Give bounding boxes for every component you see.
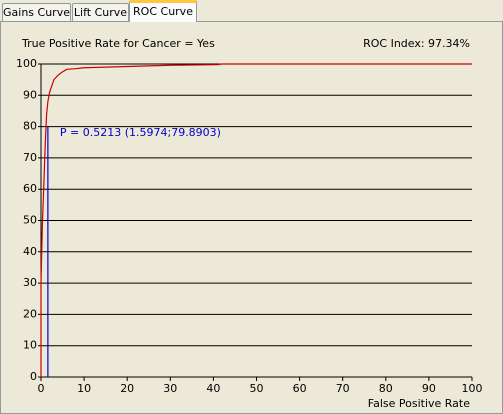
y-tick-label: 0 <box>30 370 37 383</box>
chart-title: True Positive Rate for Cancer = Yes <box>21 37 215 50</box>
x-tick-label: 60 <box>293 382 307 395</box>
x-tick-label: 40 <box>206 382 220 395</box>
y-tick-label: 90 <box>23 88 37 101</box>
x-tick-label: 30 <box>163 382 177 395</box>
tab-bar: Gains Curve Lift Curve ROC Curve <box>0 0 503 22</box>
y-tick-label: 70 <box>23 151 37 164</box>
panel <box>0 21 503 414</box>
x-tick-label: 50 <box>250 382 264 395</box>
tab[interactable]: Gains Curve <box>2 3 71 21</box>
x-tick-label: 70 <box>336 382 350 395</box>
x-tick-label: 90 <box>422 382 436 395</box>
cutoff-label: P = 0.5213 (1.5974;79.8903) <box>60 126 221 139</box>
tab[interactable]: Lift Curve <box>72 3 129 21</box>
y-tick-label: 10 <box>23 339 37 352</box>
x-tick-label: 100 <box>462 382 483 395</box>
x-tick-label: 10 <box>77 382 91 395</box>
y-tick-label: 20 <box>23 307 37 320</box>
y-tick-label: 100 <box>16 57 37 70</box>
y-tick-label: 30 <box>23 276 37 289</box>
x-axis-label: False Positive Rate <box>368 397 470 410</box>
y-tick-label: 60 <box>23 182 37 195</box>
roc-line <box>40 63 472 377</box>
y-tick-label: 80 <box>23 120 37 133</box>
x-tick-label: 20 <box>120 382 134 395</box>
y-tick-label: 40 <box>23 245 37 258</box>
x-tick-label: 0 <box>38 382 45 395</box>
x-tick-label: 80 <box>379 382 393 395</box>
tab[interactable]: ROC Curve <box>129 0 197 22</box>
roc-index: ROC Index: 97.34% <box>363 37 470 50</box>
y-tick-label: 50 <box>23 214 37 227</box>
